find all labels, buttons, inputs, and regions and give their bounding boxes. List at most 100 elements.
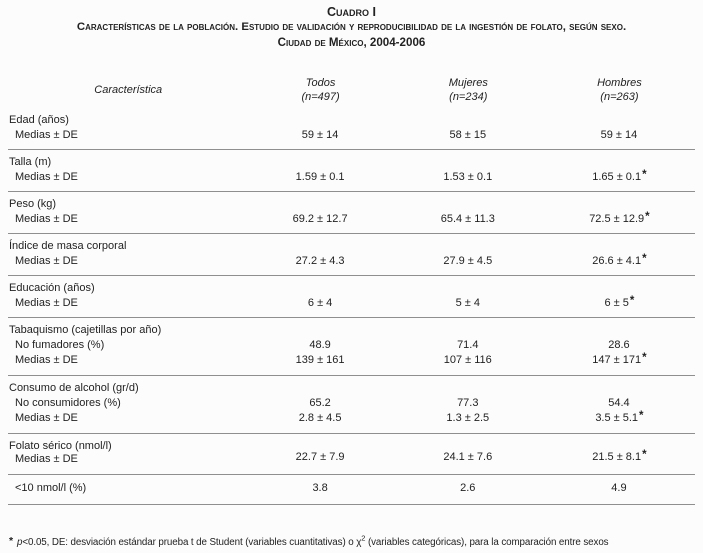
cell-hombres: 4.9 <box>543 474 695 505</box>
row-label: Medias ± DE <box>15 297 78 309</box>
value-text: 22.7 ± 7.9 <box>295 450 345 463</box>
spacer-cell <box>543 317 695 337</box>
spacer-cell <box>248 317 393 337</box>
cell-hombres: 26.6 ± 4.1* <box>544 253 695 276</box>
spacer-cell <box>392 375 544 395</box>
table-subtitle: Ciudad de México, 2004-2006 <box>277 36 426 49</box>
cell-hombres: 59 ± 14 <box>544 127 695 150</box>
value-text: 1.53 ± 0.1 <box>443 171 493 183</box>
cell-mujeres: 1.3 ± 2.5 <box>393 411 544 434</box>
significance-star: * <box>642 169 647 181</box>
row-label: Medias ± DE <box>15 354 78 366</box>
column-n: (n=234) <box>449 91 488 103</box>
value-text: 3.5 ± 5.1 <box>595 412 639 424</box>
column-label: Mujeres <box>448 77 488 89</box>
cell-hombres: 6 ± 5* <box>544 295 695 318</box>
spacer-cell <box>543 233 695 253</box>
spacer-cell <box>544 113 695 127</box>
cell-hombres: 1.65 ± 0.1* <box>544 169 695 192</box>
cell-mujeres: 58 ± 15 <box>393 127 544 150</box>
spacer-cell <box>392 317 544 337</box>
table-row: Medias ± DE 1.59 ± 0.1 1.53 ± 0.1 1.65 ±… <box>8 169 695 192</box>
section-label: Tabaquismo (cajetillas por año) <box>8 317 249 337</box>
cell-mujeres: 24.1 ± 7.6 <box>392 433 544 475</box>
cell-mujeres: 65.4 ± 11.3 <box>393 211 544 234</box>
row-label: Medias ± DE <box>15 171 78 183</box>
table-row: Medias ± DE 139 ± 161 107 ± 116 147 ± 17… <box>8 352 695 376</box>
column-label: Todos <box>305 77 336 89</box>
section-label: Consumo de alcohol (gr/d) <box>8 375 249 395</box>
cell-mujeres: 27.9 ± 4.5 <box>393 253 544 276</box>
footnote: * p<0.05, DE: desviación estándar prueba … <box>8 533 695 549</box>
section-label: Peso (kg) <box>8 191 249 211</box>
cell-mujeres: 71.4 <box>393 337 544 353</box>
spacer-cell <box>392 233 544 253</box>
spacer-cell <box>543 191 695 211</box>
value-text: 3.8 <box>312 482 328 494</box>
table-title: Características de la población. Estudio… <box>76 21 627 33</box>
footnote-marker: * <box>9 535 13 547</box>
section-tabaquismo: Tabaquismo (cajetillas por año) <box>8 317 695 337</box>
row-label: No consumidores (%) <box>15 397 121 409</box>
header-characteristic: Característica <box>94 83 163 96</box>
significance-star: * <box>645 211 650 223</box>
cell-todos: 2.8 ± 4.5 <box>248 411 392 434</box>
value-text: 71.4 <box>457 339 479 351</box>
significance-star: * <box>639 410 644 422</box>
cell-todos: 1.59 ± 0.1 <box>248 169 392 192</box>
section-imc: Índice de masa corporal <box>8 233 695 253</box>
cell-mujeres: 1.53 ± 0.1 <box>393 169 544 192</box>
cell-hombres: 147 ± 171* <box>544 352 695 376</box>
table-row: Medias ± DE 69.2 ± 12.7 65.4 ± 11.3 72.5… <box>8 211 695 234</box>
population-characteristics-table: Característica Todos (n=497) Mujeres (n=23… <box>8 76 695 505</box>
table-title-block: Cuadro I Características de la población… <box>8 5 695 50</box>
footnote-text: (variables categóricas), para la compara… <box>365 537 609 548</box>
value-text: 6 ± 5 <box>604 297 629 309</box>
row-label: Medias ± DE <box>15 129 78 141</box>
table-row: Medias ± DE 59 ± 14 58 ± 15 59 ± 14 <box>8 127 695 150</box>
column-label: Hombres <box>597 77 642 89</box>
table-row: Medias ± DE 6 ± 4 5 ± 4 6 ± 5* <box>8 295 695 318</box>
value-text: 4.9 <box>611 482 627 494</box>
row-label: Medias ± DE <box>15 213 78 225</box>
spacer-cell <box>543 375 695 395</box>
significance-star: * <box>629 295 635 307</box>
cell-todos: 139 ± 161 <box>248 353 392 376</box>
spacer-cell <box>393 113 544 127</box>
cell-hombres: 3.5 ± 5.1* <box>544 410 695 434</box>
section-edad: Edad (años) <box>8 113 695 127</box>
table-row: Medias ± DE 27.2 ± 4.3 27.9 ± 4.5 26.6 ±… <box>8 253 695 276</box>
spacer-cell <box>392 191 544 211</box>
header-mujeres: Mujeres (n=234) <box>393 76 544 113</box>
table-row: Medias ± DE <box>8 453 695 475</box>
cell-mujeres: 77.3 <box>393 395 544 411</box>
value-text: 77.3 <box>457 397 479 409</box>
row-label: <10 nmol/l (%) <box>8 474 249 505</box>
value-text: 54.4 <box>608 397 630 409</box>
cell-todos: 65.2 <box>248 395 392 411</box>
section-folato-bajo: <10 nmol/l (%) 3.8 2.6 4.9 <box>8 474 695 505</box>
value-text: 27.2 ± 4.3 <box>295 255 345 267</box>
value-text: 59 ± 14 <box>301 129 339 141</box>
value-text: 28.6 <box>608 339 630 351</box>
spacer-cell <box>248 191 393 211</box>
section-label: Educación (años) <box>8 275 249 295</box>
section-educacion: Educación (años) <box>8 275 695 295</box>
value-text: 147 ± 171 <box>592 354 642 366</box>
cell-mujeres: 107 ± 116 <box>393 353 544 376</box>
spacer-cell <box>248 375 393 395</box>
significance-star: * <box>642 448 647 461</box>
table-number: Cuadro I <box>327 5 376 19</box>
value-text: 69.2 ± 12.7 <box>292 213 348 225</box>
value-text: 27.9 ± 4.5 <box>443 255 493 267</box>
chi-superscript: 2 <box>361 533 366 543</box>
header-todos: Todos (n=497) <box>248 76 392 113</box>
significance-star: * <box>642 253 647 265</box>
cell-todos: 48.9 <box>248 337 392 353</box>
row-label: Medias ± DE <box>15 412 78 424</box>
spacer-cell <box>248 233 393 253</box>
chi-symbol: χ <box>356 537 362 548</box>
row-label: Medias ± DE <box>15 453 78 465</box>
cell-todos: 3.8 <box>248 474 393 505</box>
